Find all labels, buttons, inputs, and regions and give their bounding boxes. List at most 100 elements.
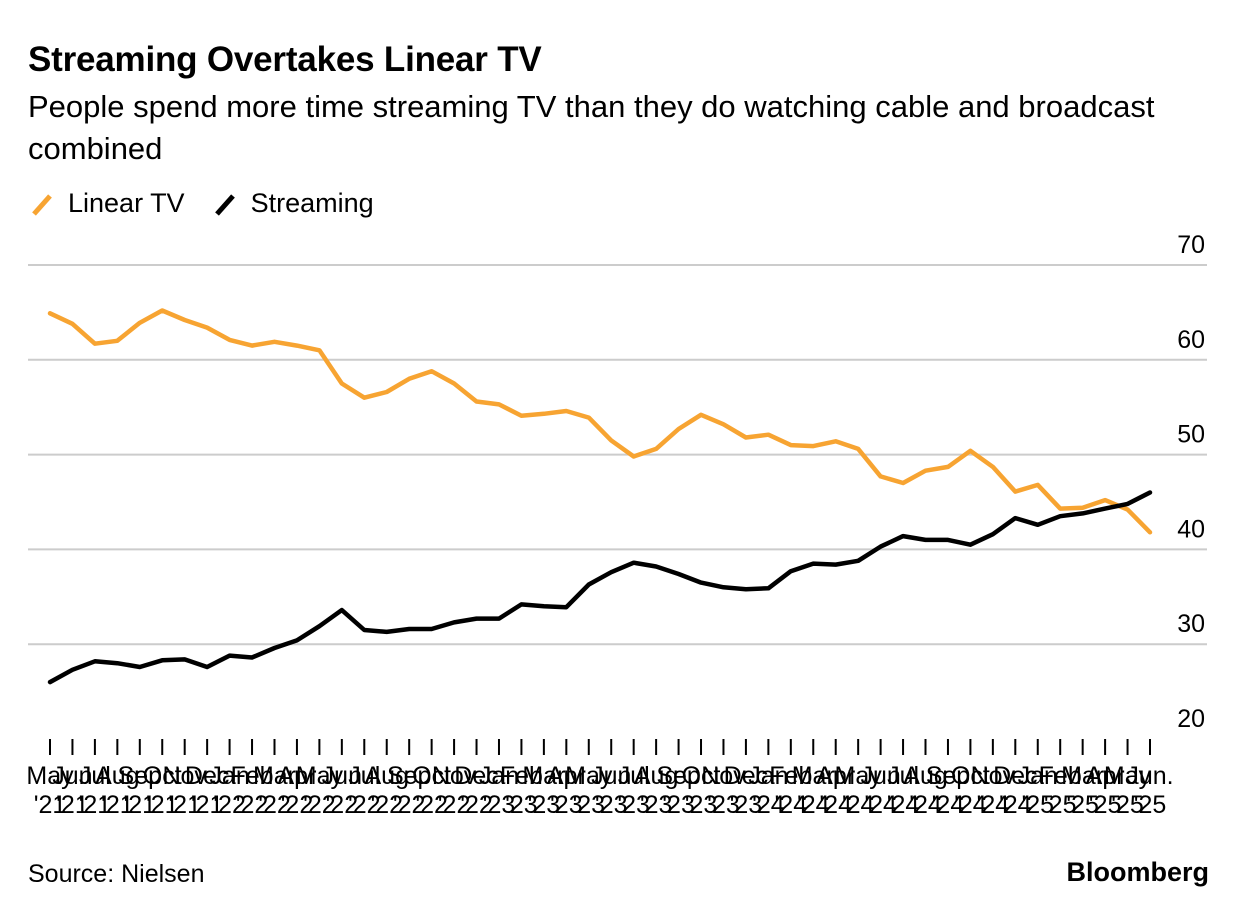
legend-swatch-linear-tv bbox=[32, 193, 52, 216]
x-tick-label-month: May bbox=[565, 762, 613, 790]
x-tick-label-month: May bbox=[26, 762, 74, 790]
x-tick-label-month: Feb bbox=[500, 762, 543, 790]
x-tick-label-year: '21 bbox=[123, 791, 156, 819]
legend-line-streaming bbox=[214, 193, 235, 216]
y-tick-label: 60 bbox=[1177, 326, 1205, 354]
x-tick-label-year: '24 bbox=[752, 791, 785, 819]
x-tick-label-year: '24 bbox=[887, 791, 920, 819]
x-tick-label-year: '22 bbox=[348, 791, 381, 819]
x-tick-label-year: '21 bbox=[191, 791, 224, 819]
x-tick-label-month: Jun bbox=[591, 762, 631, 790]
x-tick-label-year: '24 bbox=[842, 791, 875, 819]
x-tick-label-year: '24 bbox=[797, 791, 830, 819]
x-tick-label-month: Jan bbox=[209, 762, 249, 790]
x-tick-label-year: '22 bbox=[370, 791, 403, 819]
x-tick-label-year: '24 bbox=[819, 791, 852, 819]
x-tick-label-month: Dec bbox=[185, 762, 229, 790]
x-tick-label-year: '22 bbox=[258, 791, 291, 819]
x-tick-label-month: Oct bbox=[412, 762, 451, 790]
x-tick-label-year: '24 bbox=[909, 791, 942, 819]
x-tick-label-year: '23 bbox=[617, 791, 650, 819]
x-tick-label-month: Apr bbox=[547, 762, 586, 790]
x-tick-label-month: Sep bbox=[118, 762, 162, 790]
x-tick-label-year: '25 bbox=[1066, 791, 1099, 819]
x-tick-label-month: Aug bbox=[634, 762, 678, 790]
source-note: Source: Nielsen bbox=[28, 860, 205, 888]
x-tick-label-year: '21 bbox=[79, 791, 112, 819]
x-tick-label-month: Jun bbox=[52, 762, 92, 790]
x-tick-label-month: Mar bbox=[522, 762, 565, 790]
x-tick-label-month: Nov bbox=[432, 762, 477, 790]
x-tick-label-month: Sep bbox=[387, 762, 431, 790]
x-tick-label-year: '23 bbox=[685, 791, 718, 819]
x-axis: May'21Jun'21Jul'21Aug'21Sep'21Oct'21Nov'… bbox=[26, 739, 1174, 819]
x-tick-label-year: '21 bbox=[34, 791, 67, 819]
series-line-linear-tv bbox=[47, 308, 1153, 535]
x-tick-label-year: '23 bbox=[572, 791, 605, 819]
x-tick-label-year: '22 bbox=[213, 791, 246, 819]
legend-label-linear-tv: Linear TV bbox=[68, 188, 185, 218]
x-tick-label-year: '23 bbox=[662, 791, 695, 819]
x-tick-label-year: '25 bbox=[1021, 791, 1054, 819]
x-tick-label-month: Jan bbox=[748, 762, 788, 790]
x-tick-label-year: '22 bbox=[438, 791, 471, 819]
x-tick-label-month: Aug bbox=[364, 762, 408, 790]
x-tick-label-month: Apr bbox=[816, 762, 855, 790]
x-tick-label-year: '24 bbox=[977, 791, 1010, 819]
x-tick-label-month: Sep bbox=[926, 762, 970, 790]
x-tick-label-year: '23 bbox=[595, 791, 628, 819]
legend-line-linear-tv bbox=[32, 193, 52, 216]
x-tick-label-month: Mar bbox=[253, 762, 296, 790]
x-tick-label-month: Jun bbox=[322, 762, 362, 790]
x-tick-label-year: '23 bbox=[505, 791, 538, 819]
x-tick-label-year: '23 bbox=[707, 791, 740, 819]
x-tick-label-month: Oct bbox=[951, 762, 990, 790]
x-tick-label-month: Jul bbox=[887, 762, 919, 790]
x-tick-label-year: '23 bbox=[483, 791, 516, 819]
x-tick-label-year: '24 bbox=[932, 791, 965, 819]
x-tick-label-year: '21 bbox=[56, 791, 89, 819]
x-tick-label-month: Jan bbox=[1018, 762, 1058, 790]
x-tick-label-month: Mar bbox=[1061, 762, 1104, 790]
legend-swatch-streaming bbox=[214, 193, 235, 216]
chart-legend: Linear TV Streaming bbox=[28, 188, 400, 219]
x-tick-label-month: Sep bbox=[656, 762, 700, 790]
legend-item-streaming: Streaming bbox=[211, 188, 374, 219]
x-tick-label-year: '22 bbox=[236, 791, 269, 819]
chart-title: Streaming Overtakes Linear TV bbox=[28, 40, 542, 79]
x-tick-label-year: '24 bbox=[954, 791, 987, 819]
series-line-streaming bbox=[47, 490, 1153, 685]
chart-subtitle: People spend more time streaming TV than… bbox=[28, 89, 1155, 166]
x-tick-label-year: '22 bbox=[415, 791, 448, 819]
x-tick-label-year: '25 bbox=[1044, 791, 1077, 819]
x-tick-label-year: '23 bbox=[550, 791, 583, 819]
x-tick-label-month: Dec bbox=[724, 762, 768, 790]
x-tick-label-month: Apr bbox=[277, 762, 316, 790]
y-tick-label: 20 bbox=[1177, 705, 1205, 733]
x-tick-label-year: '22 bbox=[281, 791, 314, 819]
x-tick-label-month: Nov bbox=[701, 762, 746, 790]
y-tick-label: 50 bbox=[1177, 421, 1205, 449]
x-tick-label-year: '21 bbox=[146, 791, 179, 819]
y-tick-label: 40 bbox=[1177, 515, 1205, 543]
y-tick-label: 70 bbox=[1177, 231, 1205, 259]
x-tick-label-month: Feb bbox=[1039, 762, 1082, 790]
legend-label-streaming: Streaming bbox=[250, 188, 374, 218]
x-tick-label-year: '21 bbox=[168, 791, 201, 819]
x-tick-label-month: May bbox=[296, 762, 344, 790]
x-tick-label-month: Oct bbox=[682, 762, 721, 790]
x-tick-label-year: '23 bbox=[730, 791, 763, 819]
x-tick-label-month: Aug bbox=[95, 762, 139, 790]
x-tick-label-year: '22 bbox=[460, 791, 493, 819]
x-tick-label-month: May bbox=[1104, 762, 1152, 790]
x-tick-label-year: '22 bbox=[393, 791, 426, 819]
x-tick-label-month: Aug bbox=[903, 762, 947, 790]
x-tick-label-month: Oct bbox=[143, 762, 182, 790]
x-tick-label-month: Dec bbox=[993, 762, 1037, 790]
x-tick-label-month: Jul bbox=[79, 762, 111, 790]
x-tick-label-year: '24 bbox=[864, 791, 897, 819]
x-tick-label-month: Dec bbox=[454, 762, 498, 790]
x-tick-label-month: May bbox=[835, 762, 883, 790]
x-tick-label-month: Mar bbox=[792, 762, 835, 790]
